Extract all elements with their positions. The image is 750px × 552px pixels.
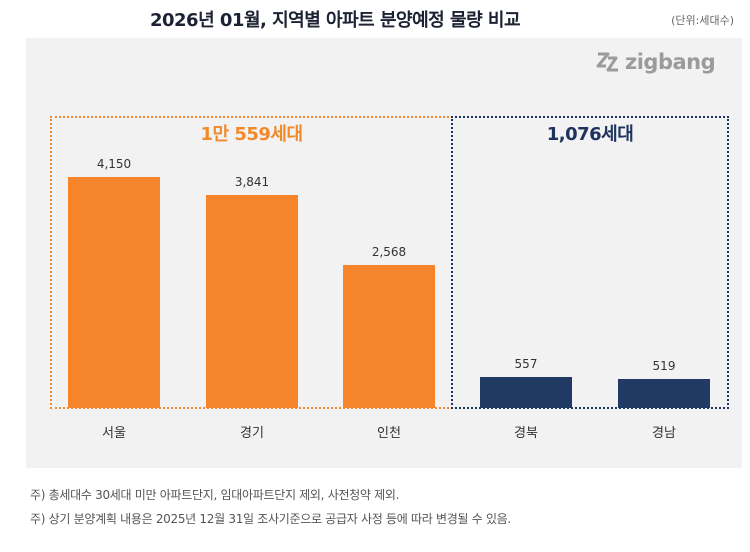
bar-5: [618, 379, 710, 408]
page-title: 2026년 01월, 지역별 아파트 분양예정 물량 비교: [149, 10, 521, 31]
bar-3: [343, 265, 435, 408]
bar-2: [206, 194, 298, 408]
group-box-gyeongsang: 1,076세대: [451, 116, 729, 409]
value-label-3: 2,568: [371, 245, 407, 260]
bar-1: [68, 177, 160, 408]
group-label-gyeongsang: 1,076세대: [546, 124, 634, 145]
zigbang-logo-icon: [596, 52, 618, 72]
category-label-1: 서울: [102, 426, 126, 441]
category-label-5: 경남: [652, 426, 676, 441]
value-label-1: 4,150: [96, 157, 132, 172]
value-label-4: 557: [514, 357, 538, 372]
category-label-3: 인천: [377, 426, 401, 441]
unit-label: (단위:세대수): [671, 14, 734, 27]
group-label-metro: 1만 559세대: [200, 124, 303, 145]
value-label-5: 519: [652, 359, 676, 374]
footnote-1: 주) 총세대수 30세대 미만 아파트단지, 임대아파트단지 제외, 사전청약 …: [30, 488, 400, 502]
logo: zigbang: [594, 50, 716, 74]
logo-text: zigbang: [625, 50, 716, 74]
category-label-4: 경북: [514, 426, 538, 441]
value-label-2: 3,841: [234, 174, 270, 189]
category-label-2: 경기: [240, 426, 264, 441]
bar-4: [480, 377, 572, 408]
footnote-2: 주) 상기 분양계획 내용은 2025년 12월 31일 조사기준으로 공급자 …: [30, 512, 511, 526]
